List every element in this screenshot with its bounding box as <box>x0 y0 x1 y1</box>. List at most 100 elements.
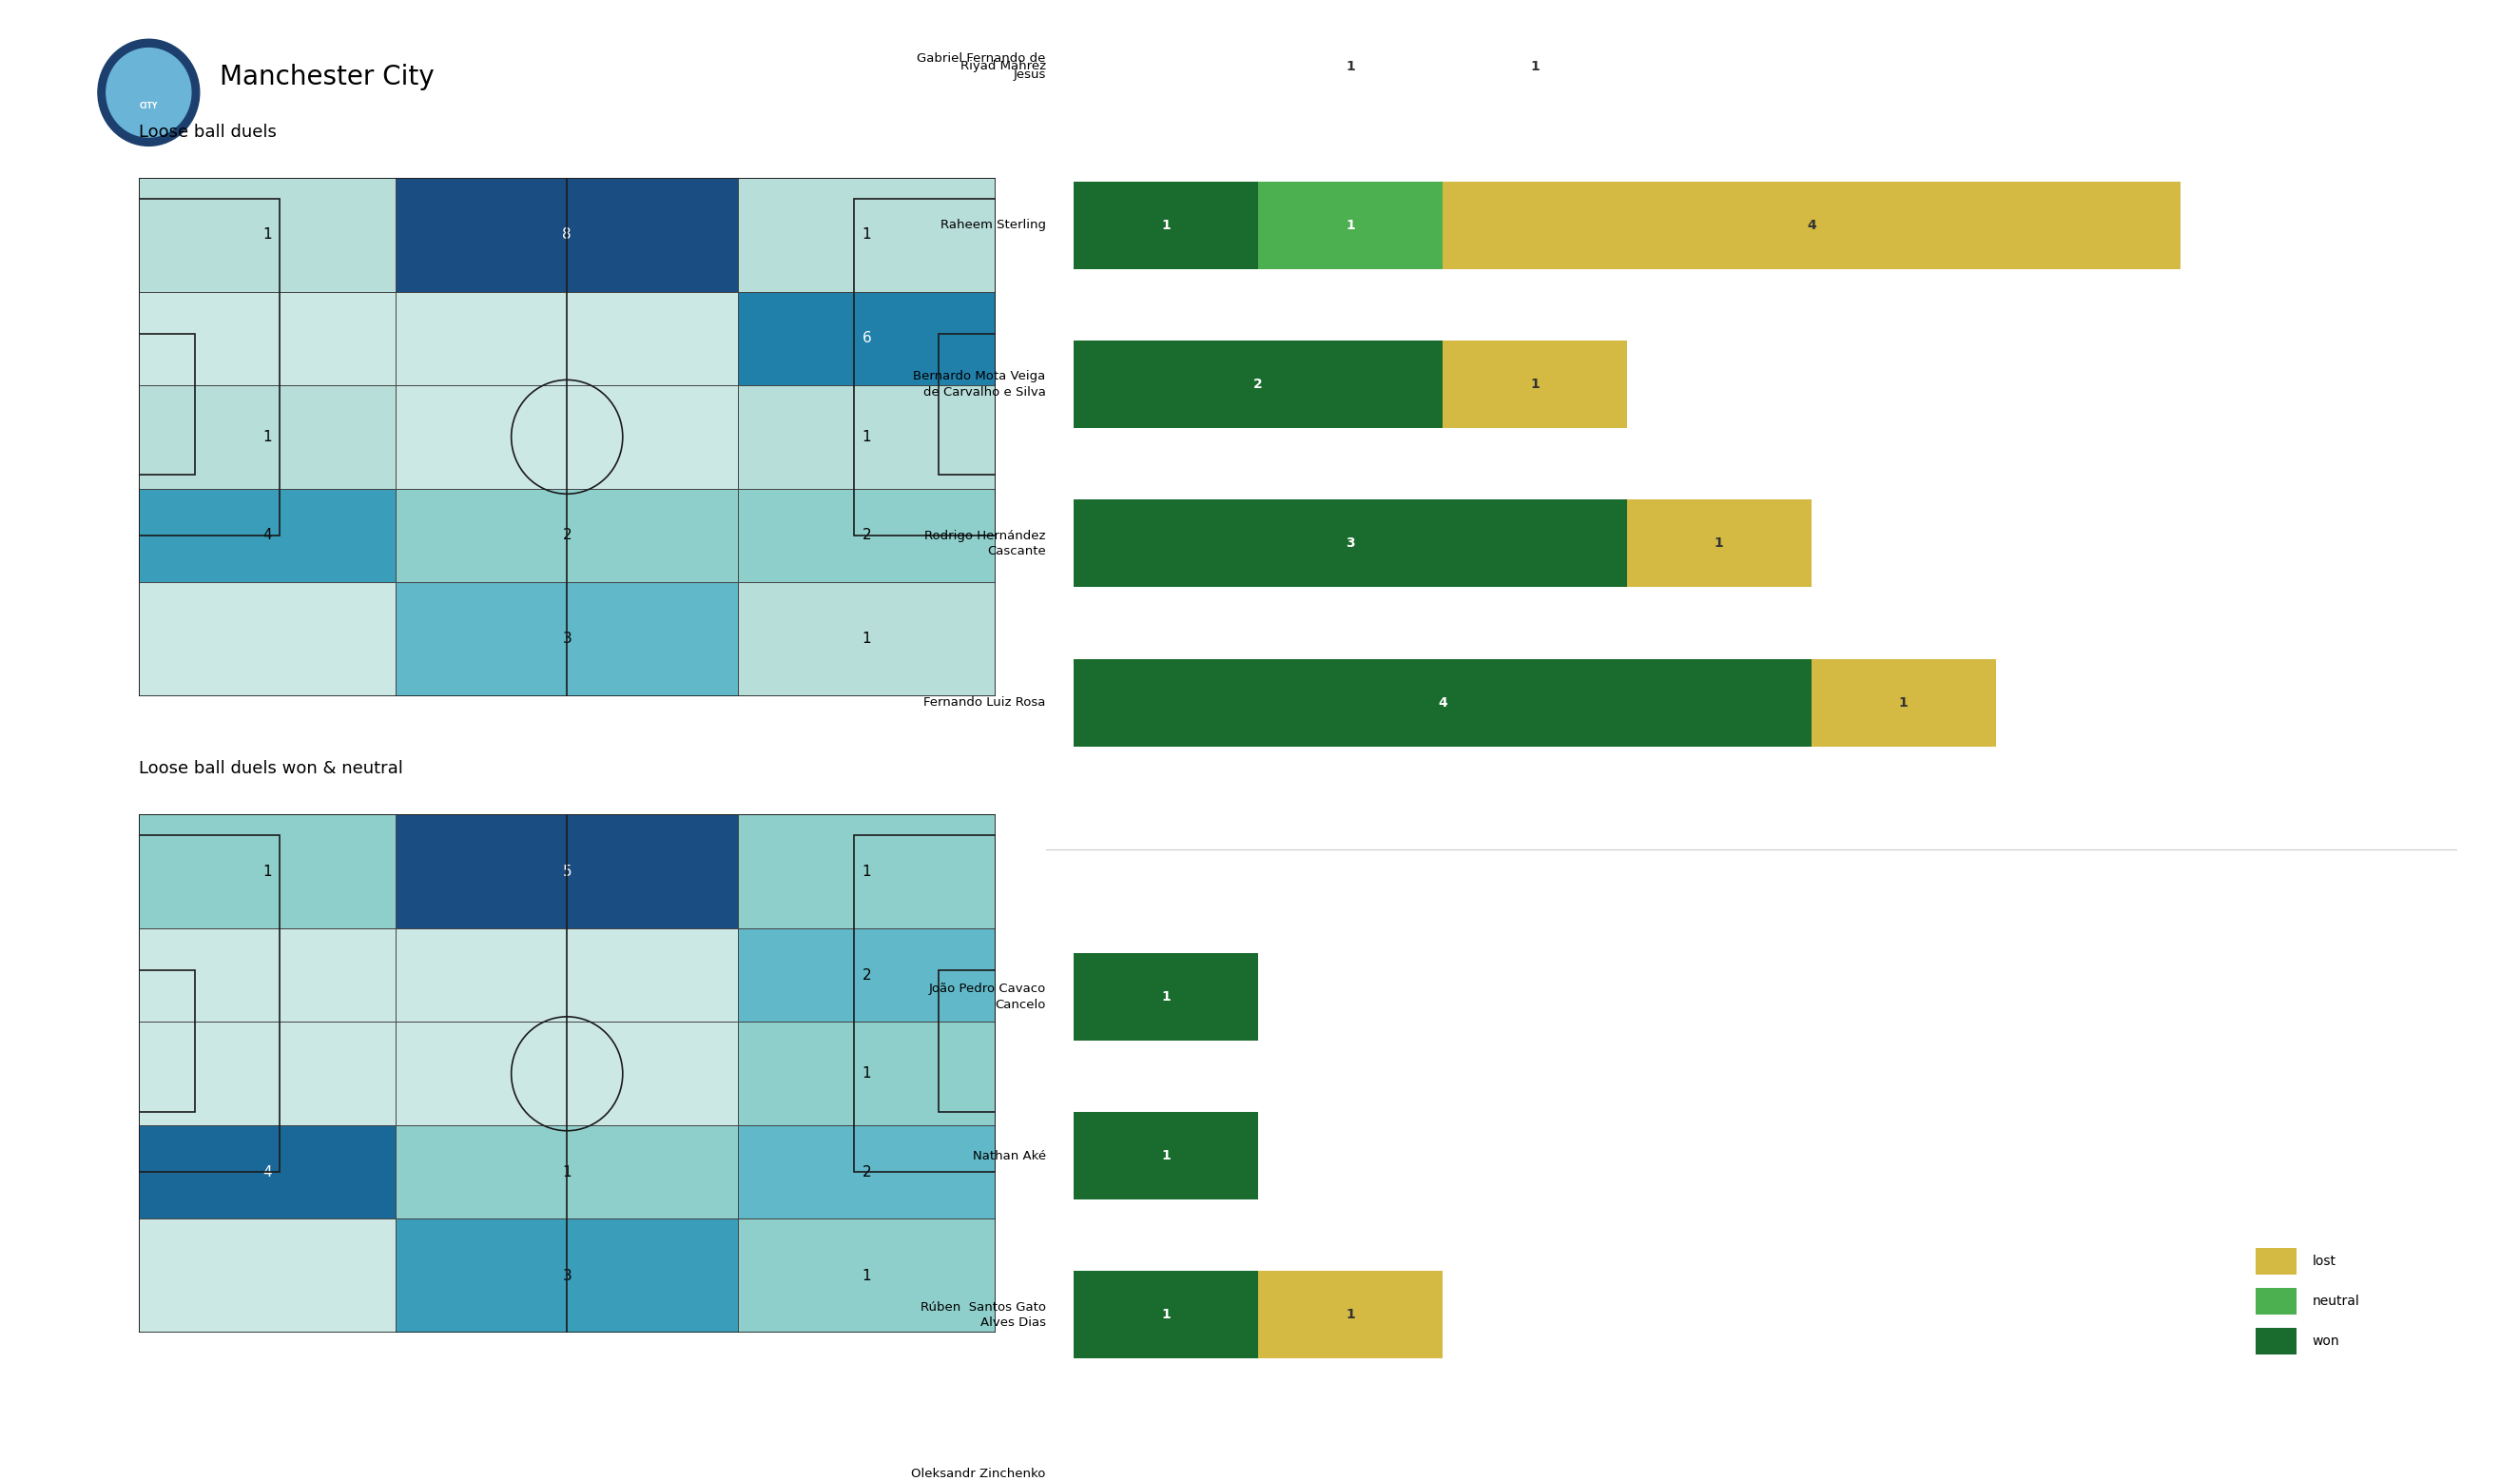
Bar <box>738 178 995 292</box>
Bar <box>738 929 995 1022</box>
Text: Riyad Mahrez: Riyad Mahrez <box>960 61 1046 73</box>
Bar <box>396 815 738 929</box>
Bar <box>1257 22 1441 110</box>
Text: Manchester City: Manchester City <box>219 64 433 90</box>
Bar <box>139 198 280 535</box>
Bar <box>940 970 995 1112</box>
Bar <box>139 1126 396 1219</box>
Bar <box>738 815 995 929</box>
Bar <box>738 1022 995 1126</box>
Bar <box>1257 1431 1628 1481</box>
Text: lost: lost <box>2313 1254 2336 1268</box>
Bar <box>1074 952 1257 1041</box>
Text: Bernardo Mota Veiga
de Carvalho e Silva: Bernardo Mota Veiga de Carvalho e Silva <box>912 370 1046 398</box>
Text: 1: 1 <box>1162 59 1169 73</box>
Bar <box>1074 341 1441 428</box>
Text: 4: 4 <box>1807 219 1817 233</box>
Bar <box>139 835 280 1173</box>
Bar <box>1074 1112 1257 1200</box>
Bar <box>396 489 738 582</box>
Bar <box>738 385 995 489</box>
Text: 1: 1 <box>862 429 872 444</box>
Bar <box>139 970 194 1112</box>
Bar <box>1074 659 1812 746</box>
Bar <box>396 1022 738 1126</box>
Bar <box>1257 182 1441 270</box>
Text: 1: 1 <box>1530 378 1540 391</box>
Bar <box>738 582 995 696</box>
Text: 1: 1 <box>1346 59 1356 73</box>
Text: 2: 2 <box>862 1166 872 1179</box>
Bar <box>738 489 995 582</box>
Bar <box>1812 659 1996 746</box>
Text: 1: 1 <box>262 228 272 241</box>
Bar <box>738 1126 995 1219</box>
Bar <box>139 582 396 696</box>
Bar <box>139 1022 396 1126</box>
Text: 4: 4 <box>262 1166 272 1179</box>
Bar <box>1074 1271 1257 1358</box>
Text: Oleksandr Zinchenko: Oleksandr Zinchenko <box>912 1468 1046 1480</box>
Bar <box>1074 22 1257 110</box>
Bar <box>396 178 738 292</box>
Bar <box>139 178 396 292</box>
Text: won: won <box>2313 1334 2339 1348</box>
Text: Loose ball duels: Loose ball duels <box>139 123 277 141</box>
Text: neutral: neutral <box>2313 1294 2359 1308</box>
Bar <box>396 292 738 385</box>
Text: 1: 1 <box>1162 219 1169 233</box>
Bar <box>1074 1431 1257 1481</box>
Bar <box>139 1219 396 1333</box>
Text: CITY: CITY <box>139 102 159 110</box>
Text: 1: 1 <box>1162 59 1169 73</box>
Text: 2: 2 <box>1252 378 1263 391</box>
Bar <box>1628 499 1812 588</box>
Bar <box>1441 182 2180 270</box>
Text: 1: 1 <box>862 228 872 241</box>
Text: 1: 1 <box>1900 696 1908 709</box>
Bar <box>139 489 396 582</box>
Bar <box>1257 1271 1441 1358</box>
Text: 2: 2 <box>1439 1468 1446 1481</box>
Bar <box>396 1219 738 1333</box>
Text: 1: 1 <box>1162 1149 1169 1163</box>
Text: 1: 1 <box>262 865 272 878</box>
Text: 1: 1 <box>862 865 872 878</box>
Text: 1: 1 <box>862 1066 872 1081</box>
Bar <box>139 385 396 489</box>
Text: 3: 3 <box>562 1269 572 1283</box>
Bar <box>396 385 738 489</box>
Bar <box>1074 22 1257 110</box>
Text: 1: 1 <box>862 1269 872 1283</box>
Text: 4: 4 <box>1439 696 1446 709</box>
Text: Rodrigo Hernández
Cascante: Rodrigo Hernández Cascante <box>925 530 1046 557</box>
Text: 5: 5 <box>562 865 572 878</box>
Bar <box>1074 182 1257 270</box>
Text: 1: 1 <box>1530 59 1540 73</box>
Bar <box>139 815 396 929</box>
Text: Fernando Luiz Rosa: Fernando Luiz Rosa <box>925 696 1046 709</box>
Bar <box>139 929 396 1022</box>
Text: 1: 1 <box>862 632 872 646</box>
Text: João Pedro Cavaco
Cancelo: João Pedro Cavaco Cancelo <box>927 983 1046 1010</box>
Text: 2: 2 <box>862 969 872 982</box>
Bar <box>738 292 995 385</box>
Bar <box>940 333 995 475</box>
Bar <box>396 582 738 696</box>
Bar <box>854 198 995 535</box>
Text: 1: 1 <box>1714 536 1724 549</box>
Text: Loose ball duels won & neutral: Loose ball duels won & neutral <box>139 760 403 778</box>
Bar <box>2255 1247 2296 1274</box>
Bar <box>2255 1288 2296 1315</box>
Bar <box>396 929 738 1022</box>
Text: 1: 1 <box>1162 1308 1169 1321</box>
Text: Nathan Aké: Nathan Aké <box>973 1149 1046 1163</box>
Text: 1: 1 <box>562 1166 572 1179</box>
Text: 1: 1 <box>1346 219 1356 233</box>
Bar <box>1257 22 1441 110</box>
Bar <box>1441 341 1628 428</box>
Text: 1: 1 <box>1346 59 1356 73</box>
Text: 3: 3 <box>1346 536 1356 549</box>
Text: 1: 1 <box>1162 991 1169 1004</box>
Text: 1: 1 <box>1346 1308 1356 1321</box>
